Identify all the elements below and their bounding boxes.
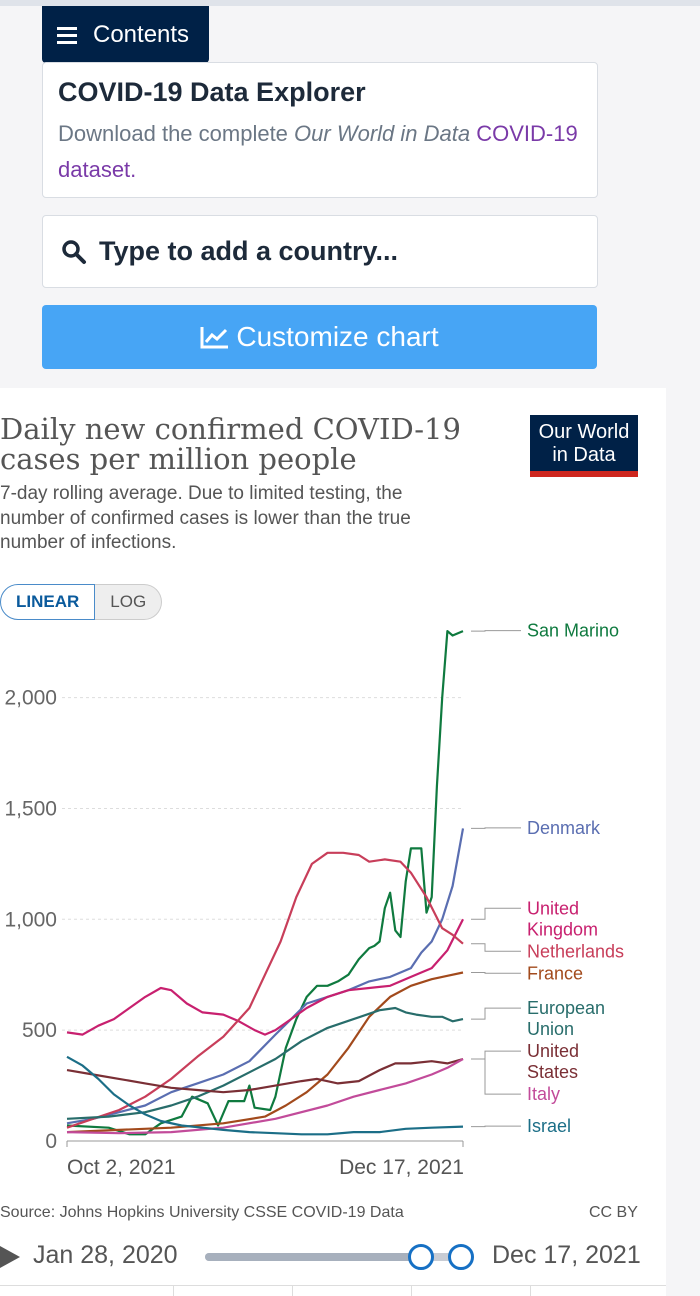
source-link[interactable]: Source: Johns Hopkins University CSSE CO… [0,1204,404,1221]
chart-subtitle: 7-day rolling average. Due to limited te… [0,483,411,553]
legend-connector-united-states [471,1050,521,1060]
legend-label-denmark[interactable]: Denmark [527,818,601,838]
series-line-european-union[interactable] [66,1006,464,1120]
legend-label-united-states[interactable]: States [527,1062,578,1082]
legend-connector-italy [471,1058,521,1095]
owid-logo[interactable]: Our World in Data [530,415,638,477]
timeline-fill [205,1253,431,1261]
y-tick-label: 2,000 [4,687,57,710]
series-line-netherlands[interactable] [66,851,464,1129]
x-tick-label: Oct 2, 2021 [67,1156,176,1179]
customize-chart-label: Customize chart [236,321,439,352]
legend-connector-san-marino [471,630,521,632]
y-tick-label: 0 [45,1130,57,1153]
series-line-united-kingdom[interactable] [66,918,464,1036]
series-line-united-states[interactable] [66,1057,464,1094]
legend-label-san-marino[interactable]: San Marino [527,621,619,641]
x-tick-label: Dec 17, 2021 [339,1156,464,1179]
hamburger-menu-icon [57,26,77,44]
legend-connector-france [471,972,521,974]
legend-label-israel[interactable]: Israel [527,1116,571,1136]
scale-toggle: LINEAR LOG [0,584,163,620]
linear-scale-button[interactable]: LINEAR [0,584,96,620]
legend-label-united-states[interactable]: United [527,1041,579,1061]
legend-connector-european-union [471,1007,521,1020]
explorer-title: COVID-19 Data Explorer [58,77,366,107]
description-text: Download the complete [58,121,295,146]
log-scale-button[interactable]: LOG [95,584,163,620]
timeline-end-label: Dec 17, 2021 [492,1241,641,1269]
legend-label-european-union[interactable]: European [527,998,605,1018]
line-chart: 0 500 1,000 1,500 2,000 Oct 2, 2021 Dec 17, 20… [4,621,624,1179]
explorer-description: Download the complete Our World in Data … [58,116,582,188]
contents-button[interactable]: Contents [42,6,209,63]
legend-label-united-kingdom[interactable]: Kingdom [527,919,598,939]
series-line-denmark[interactable] [66,828,465,1125]
legend-label-european-union[interactable]: Union [527,1019,574,1039]
logo-line-1: Our World [538,421,630,443]
legend-label-italy[interactable]: Italy [527,1084,560,1104]
timeline-start-label: Jan 28, 2020 [33,1241,178,1269]
dataset-link[interactable]: COVID-19 dataset. [58,121,578,182]
play-icon[interactable] [0,1246,20,1268]
legend-connector-united-kingdom [471,907,521,920]
logo-red-bar [530,471,638,477]
series-line-italy[interactable] [66,1058,464,1135]
chart-panel: 0 500 1,000 1,500 2,000 Oct 2, 2021 Dec 17, 20… [0,388,666,1296]
legend-connector-netherlands [471,943,521,952]
y-tick-label: 1,500 [4,797,57,820]
chart-icon [200,327,229,349]
logo-line-2: in Data [552,444,616,466]
search-icon [62,239,86,264]
legend-label-netherlands[interactable]: Netherlands [527,941,624,961]
country-search-box[interactable]: Type to add a country... [42,215,598,288]
contents-label: Contents [93,20,190,48]
timeline-track[interactable] [205,1244,474,1270]
legend-label-united-kingdom[interactable]: United [527,898,579,918]
search-input[interactable]: Type to add a country... [99,236,399,266]
y-tick-label: 500 [22,1019,57,1042]
license-link[interactable]: CC BY [589,1204,638,1221]
bottom-tabs [0,1285,666,1296]
series-line-san-marino[interactable] [66,630,464,1136]
series-line-israel[interactable] [66,1055,464,1136]
owid-name: Our World in Data [294,121,471,146]
top-bar [0,0,700,6]
legend-connector-denmark [471,827,521,829]
chart-title: Daily new confirmed COVID-19 cases per m… [0,412,461,476]
explorer-info-card: COVID-19 Data Explorer Download the comp… [42,62,598,198]
timeline: Jan 28, 2020 Dec 17, 2021 [0,1236,666,1276]
y-tick-label: 1,000 [4,908,57,931]
customize-chart-button[interactable]: Customize chart [42,305,597,369]
legend-connector-israel [471,1125,521,1128]
legend-label-france[interactable]: France [527,963,583,983]
timeline-start-handle[interactable] [407,1244,434,1270]
timeline-end-handle[interactable] [448,1244,474,1270]
